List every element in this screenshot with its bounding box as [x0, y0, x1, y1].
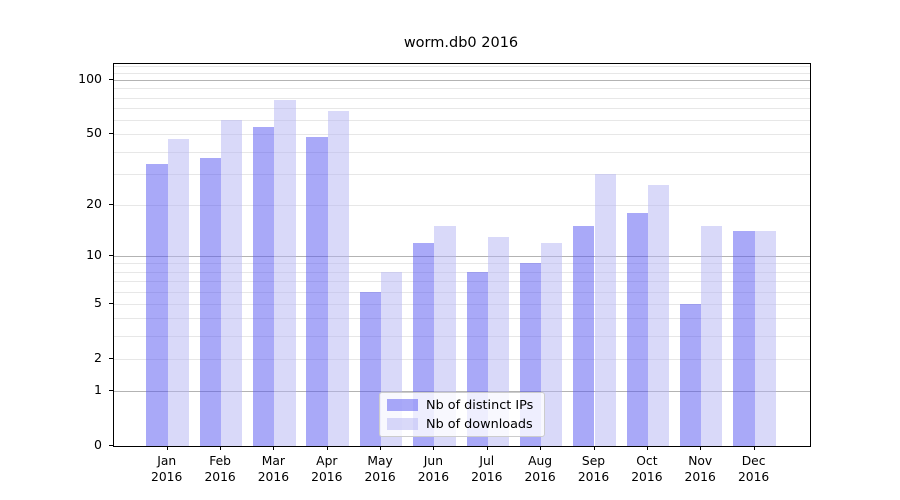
y-tick-label-20: 20 — [86, 195, 102, 211]
legend: Nb of distinct IPs Nb of downloads — [379, 392, 545, 437]
x-tick-label-aug: Aug 2016 — [524, 454, 556, 484]
bar-downloads-apr — [327, 111, 350, 446]
chart-title: worm.db0 2016 — [403, 35, 519, 51]
x-tick-mark-jan — [166, 446, 168, 450]
y-tick-mark-20 — [109, 203, 113, 205]
x-tick-mark-mar — [273, 446, 275, 450]
legend-swatch-downloads — [387, 418, 418, 430]
x-tick-mark-sep — [593, 446, 595, 450]
gridline-minor-110 — [114, 72, 810, 74]
gridline-minor-3 — [114, 336, 810, 338]
plot-area — [113, 63, 811, 447]
legend-swatch-distinct-ips — [387, 399, 418, 411]
bar-distinct-ips-feb — [199, 157, 222, 446]
bar-distinct-ips-mar — [253, 126, 275, 446]
bar-distinct-ips-sep — [573, 226, 595, 446]
y-tick-label-50: 50 — [86, 125, 102, 141]
y-tick-mark-1 — [109, 390, 113, 391]
x-tick-label-feb: Feb 2016 — [204, 454, 236, 484]
bar-distinct-ips-nov — [679, 303, 702, 446]
gridline-minor-80 — [114, 97, 810, 99]
y-tick-mark-100 — [109, 79, 113, 80]
bar-distinct-ips-dec — [733, 231, 755, 446]
x-tick-mark-jun — [433, 446, 435, 450]
y-tick-mark-0 — [109, 445, 113, 446]
gridline-minor-6 — [114, 291, 810, 293]
gridline-minor-60 — [114, 120, 810, 121]
bar-downloads-sep — [594, 173, 616, 446]
gridline-minor-90 — [114, 88, 810, 90]
bar-downloads-oct — [647, 184, 670, 446]
y-tick-mark-5 — [109, 302, 113, 304]
bar-distinct-ips-apr — [306, 137, 328, 446]
gridline-minor-30 — [114, 173, 810, 175]
gridline-minor-4 — [114, 318, 810, 320]
bar-downloads-aug — [541, 242, 563, 446]
x-tick-mark-apr — [326, 446, 328, 450]
gridline-minor-7 — [114, 281, 810, 283]
gridline-major-100 — [114, 80, 810, 81]
x-tick-label-jan: Jan 2016 — [151, 454, 183, 484]
legend-row-distinct-ips: Nb of distinct IPs — [387, 398, 544, 413]
x-tick-mark-nov — [700, 446, 702, 450]
x-tick-label-sep: Sep 2016 — [577, 454, 610, 484]
x-tick-label-jul: Jul 2016 — [471, 454, 503, 484]
gridline-major-1 — [114, 391, 810, 392]
gridline-minor-9 — [114, 263, 810, 265]
x-tick-mark-feb — [220, 446, 222, 450]
y-tick-label-5: 5 — [94, 294, 102, 310]
y-tick-mark-2 — [109, 357, 113, 359]
gridline-major-10 — [114, 255, 810, 257]
x-tick-mark-oct — [646, 446, 648, 450]
gridline-minor-5 — [114, 303, 810, 305]
y-tick-label-2: 2 — [94, 349, 102, 365]
y-tick-label-100: 100 — [78, 71, 102, 86]
bar-distinct-ips-oct — [626, 212, 648, 446]
bar-downloads-dec — [754, 231, 776, 446]
gridline-minor-20 — [114, 204, 810, 206]
x-tick-label-oct: Oct 2016 — [631, 454, 663, 484]
x-tick-mark-jul — [486, 446, 488, 450]
x-tick-mark-may — [380, 446, 382, 450]
y-tick-label-1: 1 — [94, 382, 102, 397]
bar-downloads-jun — [434, 226, 456, 446]
y-tick-label-10: 10 — [86, 246, 102, 262]
bar-downloads-nov — [701, 226, 723, 446]
bar-downloads-feb — [221, 120, 243, 446]
y-tick-mark-50 — [109, 133, 113, 135]
x-tick-label-may: May 2016 — [364, 454, 396, 484]
y-tick-mark-10 — [109, 254, 113, 256]
bar-downloads-jan — [167, 139, 189, 446]
gridline-minor-2 — [114, 358, 810, 360]
legend-label-distinct-ips: Nb of distinct IPs — [426, 397, 534, 413]
x-tick-label-apr: Apr 2016 — [311, 454, 343, 484]
gridline-minor-8 — [114, 271, 810, 273]
x-tick-label-jun: Jun 2016 — [417, 454, 450, 484]
gridline-minor-70 — [114, 108, 810, 109]
y-tick-label-0: 0 — [94, 437, 102, 452]
bar-distinct-ips-may — [359, 291, 382, 446]
legend-row-downloads: Nb of downloads — [387, 417, 544, 432]
x-tick-label-dec: Dec 2016 — [737, 454, 770, 484]
x-tick-label-nov: Nov 2016 — [684, 454, 716, 484]
gridline-minor-40 — [114, 151, 810, 153]
bar-distinct-ips-jan — [146, 164, 168, 446]
x-tick-label-mar: Mar 2016 — [257, 454, 290, 484]
gridline-minor-50 — [114, 134, 810, 136]
bar-downloads-mar — [274, 99, 296, 446]
x-tick-mark-aug — [540, 446, 542, 450]
x-tick-mark-dec — [753, 446, 755, 450]
legend-label-downloads: Nb of downloads — [426, 416, 533, 432]
gridline-minor-120 — [114, 65, 810, 67]
